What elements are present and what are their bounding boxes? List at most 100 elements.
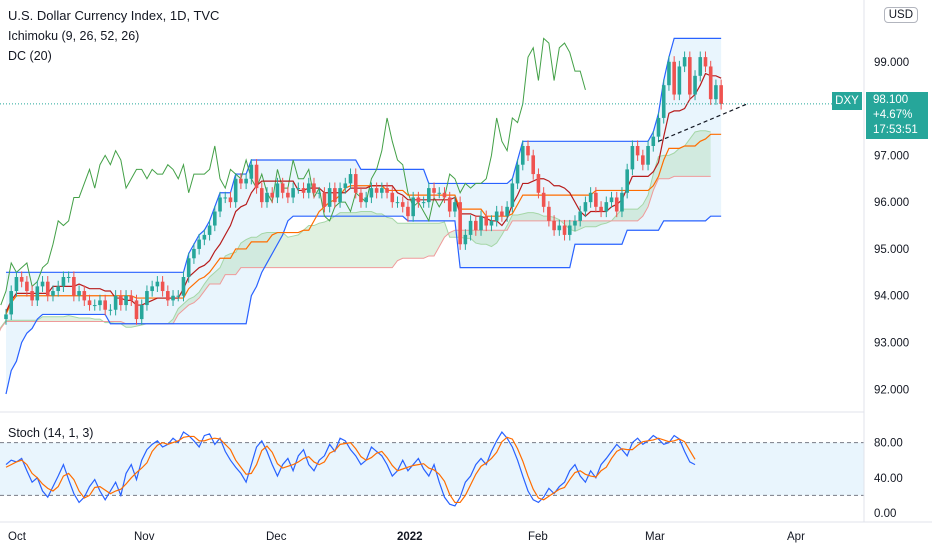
candle-body[interactable]: [40, 281, 45, 287]
candle-body[interactable]: [400, 202, 405, 207]
candle-body[interactable]: [661, 85, 666, 118]
candle-body[interactable]: [567, 225, 572, 235]
candle-body[interactable]: [155, 281, 160, 287]
ichimoku-legend[interactable]: Ichimoku (9, 26, 52, 26): [8, 29, 140, 43]
candle-body[interactable]: [186, 258, 191, 277]
candle-body[interactable]: [265, 192, 269, 203]
candle-body[interactable]: [14, 277, 19, 292]
currency-badge[interactable]: USD: [883, 7, 918, 23]
candle-body[interactable]: [583, 202, 588, 212]
candle-body[interactable]: [239, 178, 243, 184]
candle-body[interactable]: [202, 234, 207, 240]
candle-body[interactable]: [437, 192, 442, 194]
candle-body[interactable]: [698, 57, 703, 76]
candle-body[interactable]: [630, 146, 635, 170]
candle-body[interactable]: [547, 206, 551, 221]
candle-body[interactable]: [520, 146, 525, 165]
candle-body[interactable]: [317, 192, 321, 194]
candle-body[interactable]: [604, 202, 609, 212]
candle-body[interactable]: [25, 281, 29, 292]
candle-body[interactable]: [458, 202, 462, 245]
candle-body[interactable]: [56, 286, 60, 292]
candle-body[interactable]: [223, 197, 228, 199]
candle-body[interactable]: [614, 197, 619, 212]
candle-body[interactable]: [552, 220, 556, 231]
candle-body[interactable]: [30, 291, 34, 301]
candle-body[interactable]: [688, 57, 692, 95]
candle-body[interactable]: [4, 314, 8, 320]
candle-body[interactable]: [385, 188, 389, 193]
main-price-pane[interactable]: [0, 37, 864, 395]
candle-body[interactable]: [609, 197, 614, 203]
candle-body[interactable]: [541, 192, 546, 207]
candle-body[interactable]: [244, 178, 248, 184]
candle-body[interactable]: [35, 286, 40, 301]
donchian-legend[interactable]: DC (20): [8, 49, 52, 63]
candle-body[interactable]: [416, 197, 421, 203]
candle-body[interactable]: [192, 248, 196, 259]
candle-body[interactable]: [594, 192, 598, 207]
candle-body[interactable]: [562, 225, 567, 235]
candle-body[interactable]: [181, 277, 186, 296]
candle-body[interactable]: [87, 300, 92, 306]
candle-body[interactable]: [291, 188, 295, 198]
candle-body[interactable]: [421, 202, 426, 204]
candle-body[interactable]: [72, 277, 76, 296]
candle-body[interactable]: [489, 220, 494, 226]
candle-body[interactable]: [719, 85, 723, 104]
candle-body[interactable]: [322, 192, 327, 207]
candle-body[interactable]: [270, 192, 275, 198]
candle-body[interactable]: [207, 225, 212, 235]
candle-body[interactable]: [61, 277, 66, 287]
candle-body[interactable]: [479, 216, 483, 231]
candle-body[interactable]: [463, 234, 468, 245]
candle-body[interactable]: [197, 239, 201, 249]
candle-body[interactable]: [333, 188, 337, 203]
candle-body[interactable]: [343, 183, 348, 189]
candle-body[interactable]: [369, 188, 374, 198]
candle-body[interactable]: [176, 295, 181, 297]
candle-body[interactable]: [536, 174, 541, 193]
candle-body[interactable]: [45, 281, 50, 296]
candle-body[interactable]: [145, 291, 149, 306]
candle-body[interactable]: [468, 220, 473, 235]
candle-body[interactable]: [359, 192, 363, 203]
candle-body[interactable]: [531, 155, 536, 175]
candle-body[interactable]: [500, 211, 504, 217]
candle-body[interactable]: [150, 286, 154, 292]
candle-body[interactable]: [82, 291, 87, 301]
candle-body[interactable]: [254, 164, 259, 189]
candle-body[interactable]: [427, 188, 431, 203]
candle-body[interactable]: [77, 291, 81, 296]
candle-body[interactable]: [129, 295, 134, 301]
candle-body[interactable]: [432, 188, 436, 193]
candle-body[interactable]: [573, 220, 577, 226]
candle-body[interactable]: [588, 192, 593, 203]
candle-body[interactable]: [233, 178, 238, 203]
candle-body[interactable]: [160, 281, 165, 292]
trendline[interactable]: [658, 103, 748, 142]
candle-body[interactable]: [510, 183, 515, 207]
candle-body[interactable]: [442, 192, 447, 198]
candle-body[interactable]: [338, 188, 342, 203]
candle-body[interactable]: [228, 197, 233, 203]
candle-body[interactable]: [395, 202, 400, 204]
candle-body[interactable]: [171, 295, 175, 301]
candle-body[interactable]: [693, 75, 697, 95]
candle-body[interactable]: [103, 300, 107, 310]
candle-body[interactable]: [280, 183, 285, 193]
candle-body[interactable]: [296, 188, 301, 190]
candle-body[interactable]: [51, 291, 55, 296]
candle-body[interactable]: [651, 136, 656, 146]
candle-body[interactable]: [708, 66, 713, 100]
candle-body[interactable]: [327, 188, 332, 207]
candle-body[interactable]: [108, 309, 113, 311]
candle-body[interactable]: [390, 192, 395, 203]
candle-body[interactable]: [98, 300, 102, 306]
candle-body[interactable]: [218, 197, 222, 212]
candle-body[interactable]: [249, 164, 254, 179]
candle-body[interactable]: [119, 295, 123, 306]
candle-body[interactable]: [447, 197, 452, 212]
candle-body[interactable]: [66, 277, 71, 278]
